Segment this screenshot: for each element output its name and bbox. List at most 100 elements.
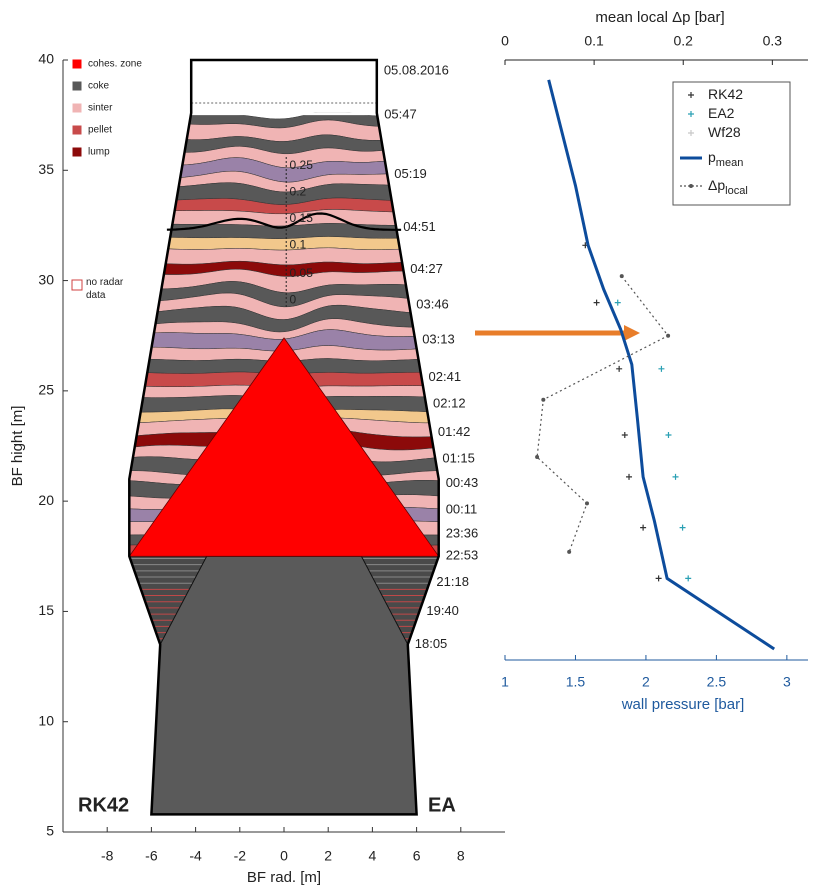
x2-tick-label: 0 <box>501 33 509 49</box>
x-tick-label: 4 <box>369 848 377 864</box>
y-tick-label: 20 <box>38 492 54 508</box>
time-label: 00:43 <box>446 475 479 490</box>
legend-name: Wf28 <box>708 124 741 140</box>
x2-tick-label: 0.3 <box>763 33 783 49</box>
legend-label: coke <box>88 81 110 92</box>
legend-name: EA2 <box>708 105 735 121</box>
time-label: 03:13 <box>422 332 455 347</box>
time-label: 02:12 <box>433 396 466 411</box>
legend-swatch <box>71 102 83 114</box>
point <box>593 299 600 306</box>
scale-label: 0.05 <box>290 266 314 280</box>
time-label: 04:27 <box>410 261 443 276</box>
x-tick-label: 6 <box>413 848 421 864</box>
legend-swatch <box>71 279 83 291</box>
legend-marker <box>688 111 694 117</box>
legend-label: sinter <box>88 103 113 114</box>
x-tick-label: -2 <box>234 848 247 864</box>
stripe-zone-bg <box>129 556 207 645</box>
legend-swatch <box>71 80 83 92</box>
time-label: 18:05 <box>415 636 448 651</box>
scale-label: 0.1 <box>290 237 307 251</box>
stripe-zone-bg <box>361 556 439 645</box>
point <box>616 365 623 372</box>
time-label: 01:42 <box>438 424 471 439</box>
legend-label: RK42 <box>708 86 743 102</box>
point <box>685 575 692 582</box>
point <box>626 473 633 480</box>
point <box>679 524 686 531</box>
legend-subscript: local <box>725 185 748 197</box>
time-label: 05:47 <box>384 107 417 122</box>
y-tick-label: 10 <box>38 712 54 728</box>
legend-swatch <box>71 124 83 136</box>
legend-label: pmean <box>708 149 743 169</box>
legend-marker <box>688 92 694 98</box>
point <box>584 501 589 506</box>
y-tick-label: 25 <box>38 382 54 398</box>
legend-label: no radar data <box>86 277 124 301</box>
x-tick-label: 2 <box>324 848 332 864</box>
legend-marker <box>689 184 693 188</box>
x2-tick-label: 0.2 <box>674 33 694 49</box>
point <box>640 524 647 531</box>
legend-swatch <box>71 58 83 70</box>
y-tick-label: 40 <box>38 51 54 67</box>
time-label: 05.08.2016 <box>384 62 449 77</box>
time-label: 21:18 <box>436 574 469 589</box>
point <box>666 333 671 338</box>
scale-label: 0 <box>290 293 297 307</box>
point <box>619 274 624 279</box>
legend-name: RK42 <box>708 86 743 102</box>
cohesive-zone <box>128 337 440 557</box>
y-axis-label: BF hight [m] <box>9 406 26 487</box>
point <box>655 575 662 582</box>
time-label: 00:11 <box>446 501 478 516</box>
legend-name: Δp <box>708 177 725 193</box>
time-label: 05:19 <box>394 166 427 181</box>
time-label: 02:41 <box>429 369 462 384</box>
scale-label: 0.2 <box>290 185 307 199</box>
x-tick-label: 3 <box>783 674 791 690</box>
legend-subscript: mean <box>716 157 744 169</box>
legend-label: pellet <box>88 125 112 136</box>
legend-marker <box>688 130 694 136</box>
time-label: 01:15 <box>442 451 475 466</box>
legend-box <box>672 81 791 206</box>
scale-label: 0.25 <box>290 158 314 172</box>
time-label: 19:40 <box>426 603 459 618</box>
legend-label: Δplocal <box>708 177 748 197</box>
time-label: 23:36 <box>446 526 479 541</box>
plot-area: 0.25 0.2 0.15 0.1 0.05 0 05.08.2016 05:47 05:19 0… <box>9 9 808 886</box>
legend-label: lump <box>88 147 110 158</box>
x-tick-label: 1 <box>501 674 509 690</box>
x-tick-label: 2 <box>642 674 650 690</box>
y-tick-label: 30 <box>38 271 54 287</box>
legend-wrap: no radar data <box>86 277 124 301</box>
point <box>535 455 540 460</box>
x-tick-label: -4 <box>189 848 202 864</box>
x-axis-label: BF rad. [m] <box>247 869 321 886</box>
point <box>621 432 628 438</box>
series-line <box>547 79 776 651</box>
legend-label: Wf28 <box>708 124 741 140</box>
x-tick-label: 2.5 <box>707 674 727 690</box>
time-label: 22:53 <box>446 548 479 563</box>
arrow-head <box>624 325 640 341</box>
time-label: 03:46 <box>416 296 449 311</box>
x-tick-label: -8 <box>101 848 114 864</box>
time-label: 04:51 <box>403 219 436 234</box>
x-tick-label: 0 <box>280 848 288 864</box>
side-label: EA <box>428 794 456 816</box>
side-label: RK42 <box>78 794 129 816</box>
x-axis-label: wall pressure [bar] <box>621 696 745 713</box>
x2-tick-label: 0.1 <box>584 33 604 49</box>
x2-axis-label: mean local Δp [bar] <box>595 9 724 26</box>
scale-label: 0.15 <box>290 211 314 225</box>
point <box>614 299 621 306</box>
legend-name: p <box>708 149 716 165</box>
throat-fill <box>191 112 377 116</box>
x-tick-label: 1.5 <box>566 674 586 690</box>
legend-label: EA2 <box>708 105 735 121</box>
